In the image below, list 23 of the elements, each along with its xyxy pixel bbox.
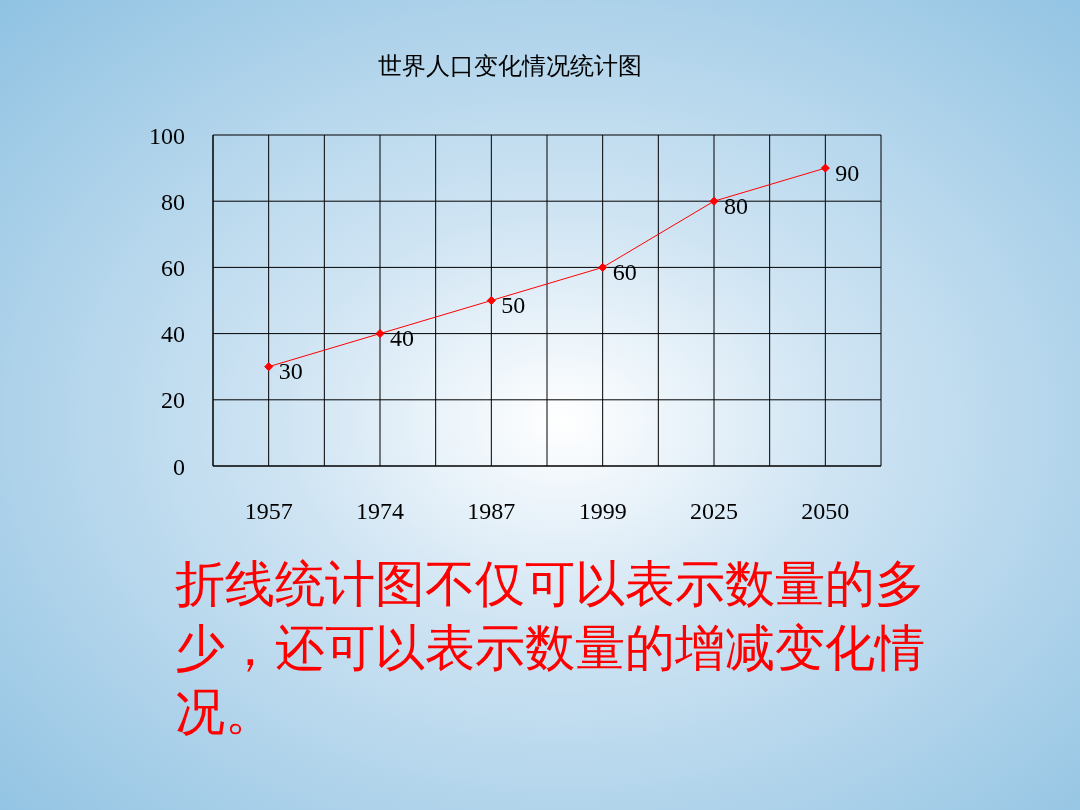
x-tick-label: 1999 [578, 498, 627, 525]
x-tick-label: 2050 [801, 498, 850, 525]
y-tick-label: 60 [161, 254, 185, 281]
y-tick-label: 100 [149, 122, 185, 149]
x-tick-label: 1987 [467, 498, 516, 525]
x-tick-label: 1957 [244, 498, 293, 525]
text: 折线统计图不仅可以表示数量的多少，还可以表示数量的增减变化情况。 [175, 554, 926, 743]
chart-title: 世界人口变化情况统计图 [377, 51, 643, 82]
data-label: 30 [278, 358, 303, 385]
point [709, 196, 719, 206]
point [486, 296, 496, 305]
y-tick-label: 0 [173, 453, 185, 480]
x-tick-label: 2025 [690, 498, 738, 525]
point [264, 362, 274, 372]
data-label: 90 [835, 159, 860, 186]
point [820, 163, 830, 173]
point [375, 329, 385, 339]
y-tick-label: 40 [161, 321, 185, 348]
x-tick-label: 1974 [356, 498, 404, 525]
y-tick-label: 20 [161, 387, 185, 414]
y-tick-label: 80 [161, 188, 185, 215]
point [598, 262, 608, 272]
data-label: 50 [501, 292, 526, 319]
